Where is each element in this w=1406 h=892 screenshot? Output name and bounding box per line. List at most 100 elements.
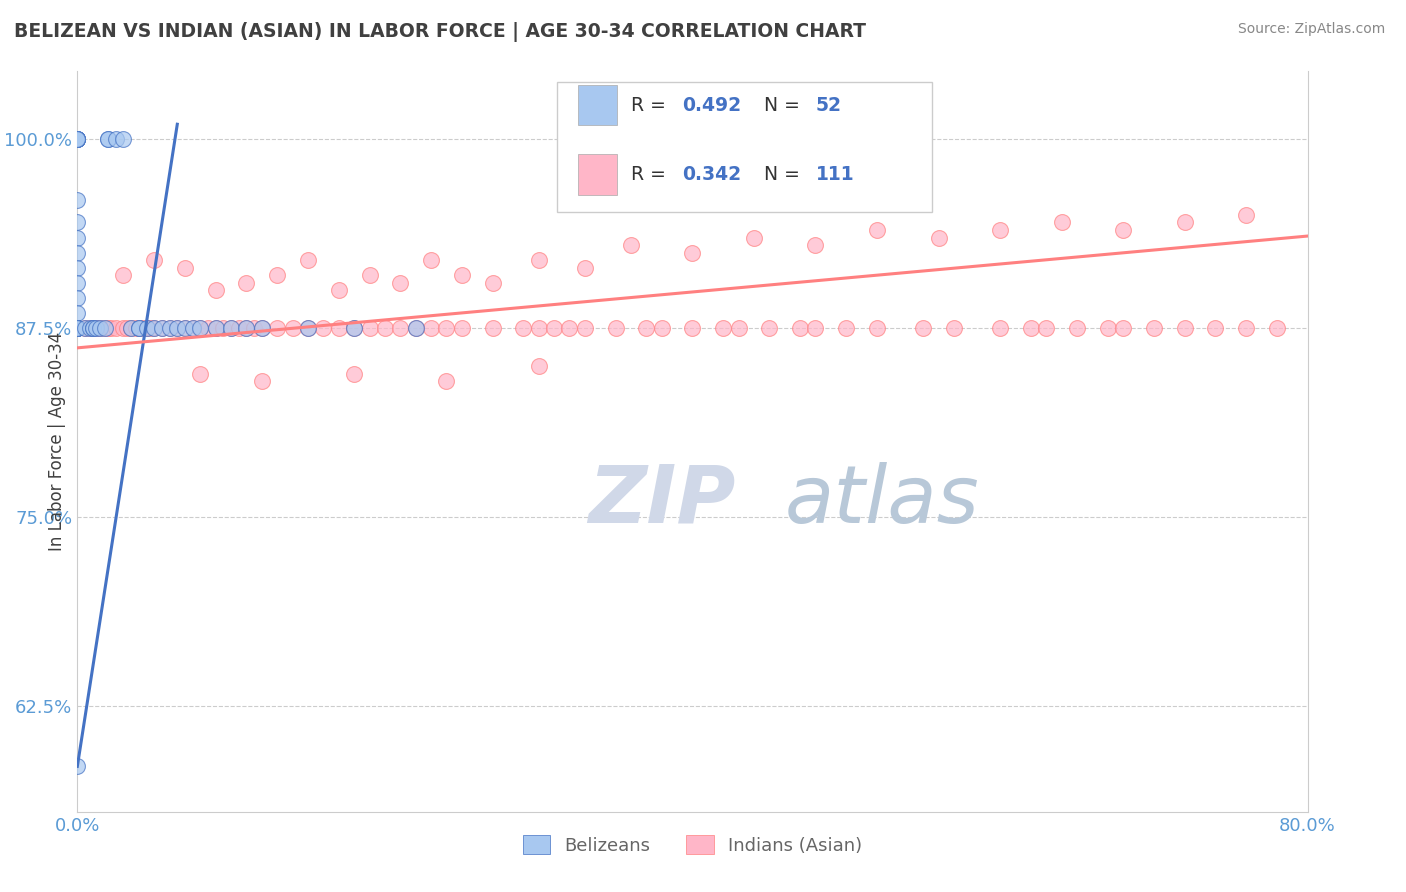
Point [481,321,503,335]
Point [804,321,827,335]
Point [66,215,89,229]
Point [174,260,197,275]
Point [543,321,565,335]
Point [389,276,412,290]
Text: 0.492: 0.492 [683,95,742,114]
Point [1234,208,1257,222]
Point [166,321,188,335]
Point [104,132,127,146]
FancyBboxPatch shape [578,85,617,126]
Point [84,321,107,335]
Point [66,321,89,335]
Point [297,321,319,335]
Point [159,321,181,335]
Point [912,321,935,335]
Point [82,321,104,335]
Text: 0.342: 0.342 [683,165,742,184]
Point [758,321,780,335]
Point [527,321,550,335]
Point [128,321,150,335]
Point [97,321,120,335]
Point [73,321,96,335]
Point [1050,215,1073,229]
Text: N =: N = [763,95,806,114]
Point [104,321,127,335]
Point [135,321,157,335]
Point [159,321,181,335]
Point [682,321,704,335]
Point [1112,321,1135,335]
Point [188,321,212,335]
Point [250,321,273,335]
Text: atlas: atlas [785,462,980,540]
Point [212,321,235,335]
Point [150,321,173,335]
Point [143,321,166,335]
Point [1143,321,1166,335]
Point [243,321,266,335]
Point [605,321,627,335]
Point [235,321,257,335]
Point [97,132,120,146]
Point [866,223,889,237]
Point [66,260,89,275]
Point [359,321,381,335]
Point [120,321,142,335]
Point [558,321,581,335]
Point [66,321,89,335]
Point [135,321,157,335]
Point [188,367,212,381]
Point [66,321,89,335]
Point [66,132,89,146]
Legend: Belizeans, Indians (Asian): Belizeans, Indians (Asian) [516,828,869,862]
Point [328,321,350,335]
Point [359,268,381,283]
Point [66,306,89,320]
Point [343,321,366,335]
Point [125,321,148,335]
Point [66,132,89,146]
Point [928,230,950,244]
Point [1234,321,1257,335]
Point [450,321,472,335]
Point [79,321,101,335]
Point [66,245,89,260]
Point [181,321,204,335]
Point [181,321,204,335]
Point [66,132,89,146]
Point [651,321,673,335]
Point [197,321,219,335]
Point [312,321,335,335]
Point [297,321,319,335]
Point [789,321,811,335]
Point [66,321,89,335]
Text: N =: N = [763,165,806,184]
Text: BELIZEAN VS INDIAN (ASIAN) IN LABOR FORCE | AGE 30-34 CORRELATION CHART: BELIZEAN VS INDIAN (ASIAN) IN LABOR FORC… [14,22,866,42]
Point [711,321,734,335]
Point [742,230,765,244]
Point [66,759,89,773]
Point [66,321,89,335]
Point [512,321,534,335]
Point [250,321,273,335]
Point [97,132,120,146]
Point [343,367,366,381]
Point [988,223,1011,237]
Point [141,321,163,335]
Point [1035,321,1057,335]
Point [166,321,188,335]
Point [1066,321,1088,335]
Point [450,268,472,283]
Point [1265,321,1288,335]
Point [128,321,150,335]
Point [1097,321,1119,335]
Point [527,359,550,373]
Point [1204,321,1226,335]
Point [66,321,89,335]
Point [1174,215,1197,229]
Point [988,321,1011,335]
Point [1112,223,1135,237]
Point [204,284,226,298]
Point [1019,321,1042,335]
Point [79,321,101,335]
